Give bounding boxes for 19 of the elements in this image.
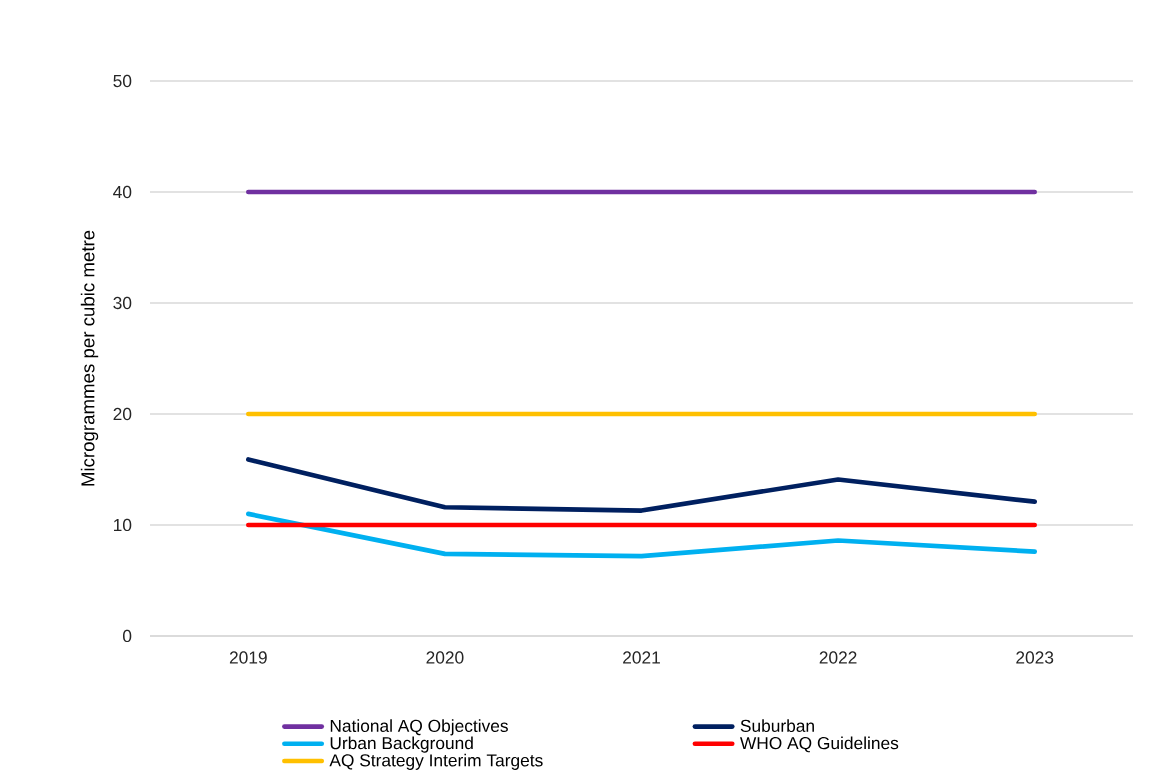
line-series xyxy=(245,511,1038,559)
y-tick-label: 0 xyxy=(122,629,132,643)
y-tick-label: 40 xyxy=(113,185,132,199)
legend-label: WHO AQ Guidelines xyxy=(740,736,899,753)
legend-label: Suburban xyxy=(740,719,814,733)
y-tick-label: 10 xyxy=(114,518,132,532)
x-tick-label: 2019 xyxy=(229,651,267,664)
y-axis-title: Microgrammes per cubic metre xyxy=(80,230,99,486)
legend-label: AQ Strategy Interim Targets xyxy=(329,753,543,770)
y-tick-label: 20 xyxy=(113,407,132,421)
line-series xyxy=(245,457,1038,513)
legend-label: Urban Background xyxy=(330,736,473,753)
y-tick-label: 50 xyxy=(113,74,132,88)
x-tick-label: 2021 xyxy=(623,651,660,664)
legend-label: National AQ Objectives xyxy=(330,719,508,736)
x-tick-label: 2023 xyxy=(1016,651,1054,664)
x-tick-label: 2022 xyxy=(819,651,857,664)
x-tick-label: 2020 xyxy=(426,651,464,664)
y-tick-label: 30 xyxy=(113,296,132,310)
